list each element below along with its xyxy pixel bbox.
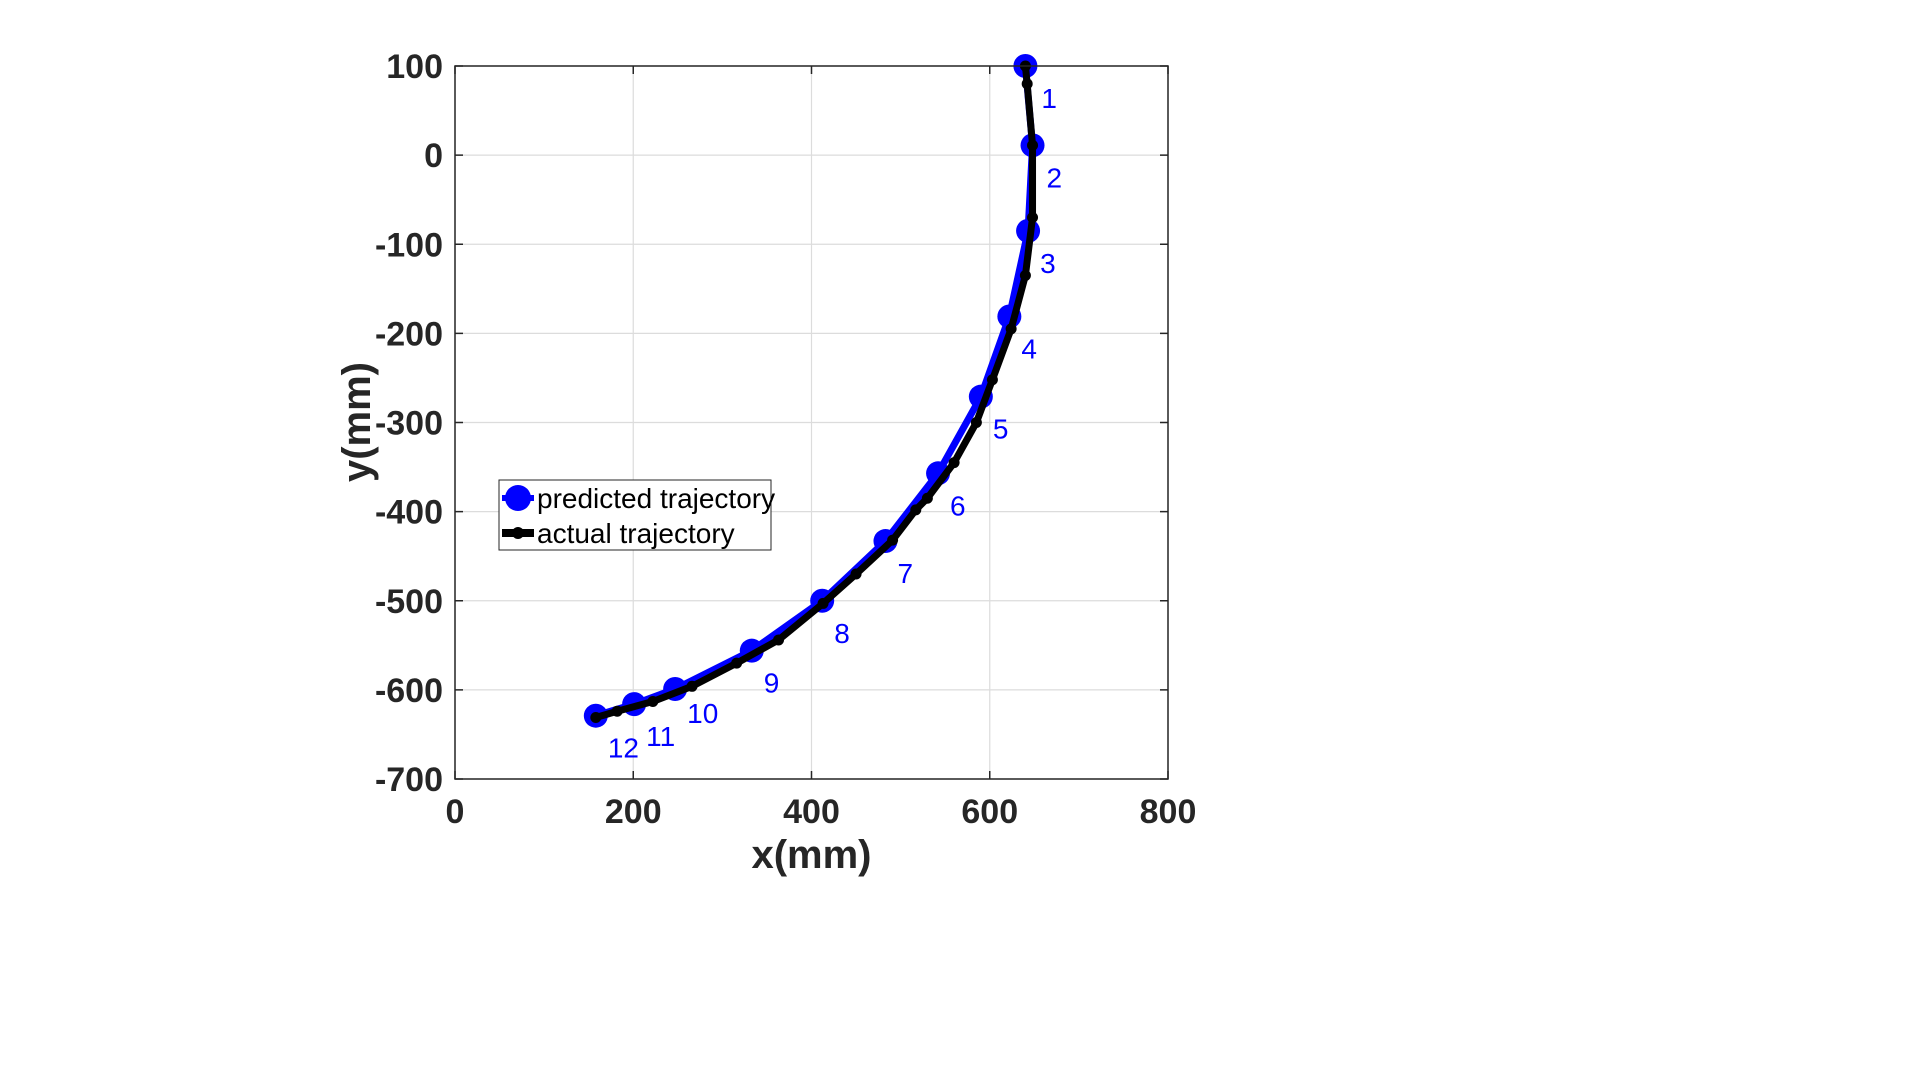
actual-trajectory-point [922,493,933,504]
x-tick-label: 0 [446,793,465,831]
actual-trajectory-point [731,658,742,669]
trajectory-point-label: 4 [1021,333,1037,364]
y-tick-label: -600 [375,672,443,710]
trajectory-point-label: 5 [993,414,1009,445]
trajectory-point-label: 1 [1041,83,1057,114]
y-tick-label: -300 [375,405,443,443]
trajectory-point-label: 2 [1047,162,1063,193]
x-tick-label: 400 [783,793,840,831]
trajectory-point-label: 6 [950,490,966,521]
actual-trajectory-point [1027,140,1038,151]
trajectory-point-label: 12 [608,733,639,764]
actual-trajectory-point [1020,270,1031,281]
y-tick-label: 100 [386,48,443,86]
trajectory-point-label: 3 [1040,248,1056,279]
actual-trajectory-point [818,598,829,609]
x-axis-label: x(mm) [751,833,871,877]
actual-trajectory-point [1006,323,1017,334]
actual-trajectory-point [687,681,698,692]
actual-trajectory-point [590,712,601,723]
x-tick-label: 200 [605,793,662,831]
y-tick-label: -700 [375,761,443,799]
actual-trajectory-point [773,634,784,645]
legend-actual-marker [512,527,524,539]
x-tick-label: 800 [1140,793,1197,831]
actual-trajectory-point [949,457,960,468]
y-tick-label: -500 [375,583,443,621]
trajectory-point-label: 10 [687,698,718,729]
actual-trajectory-point [971,417,982,428]
y-tick-label: -200 [375,315,443,353]
y-tick-label: 0 [424,137,443,175]
trajectory-point-label: 7 [897,558,913,589]
legend-predicted-label: predicted trajectory [537,483,775,514]
y-tick-label: -400 [375,494,443,532]
legend: predicted trajectory actual trajectory [499,480,775,550]
actual-trajectory-point [851,569,862,580]
x-tick-label: 600 [961,793,1018,831]
y-axis-label: y(mm) [335,362,379,482]
trajectory-point-label: 11 [646,721,675,752]
actual-trajectory-point [1022,78,1033,89]
actual-trajectory-point [1027,212,1038,223]
y-tick-label: -100 [375,226,443,264]
actual-trajectory-point [612,706,623,717]
actual-trajectory-point [987,374,998,385]
legend-actual-label: actual trajectory [537,518,735,549]
trajectory-point-label: 9 [764,668,780,699]
legend-predicted-marker [505,485,531,511]
actual-trajectory-point [647,696,658,707]
trajectory-point-label: 8 [834,618,850,649]
actual-trajectory-point [887,535,898,546]
actual-trajectory-point [910,504,921,515]
